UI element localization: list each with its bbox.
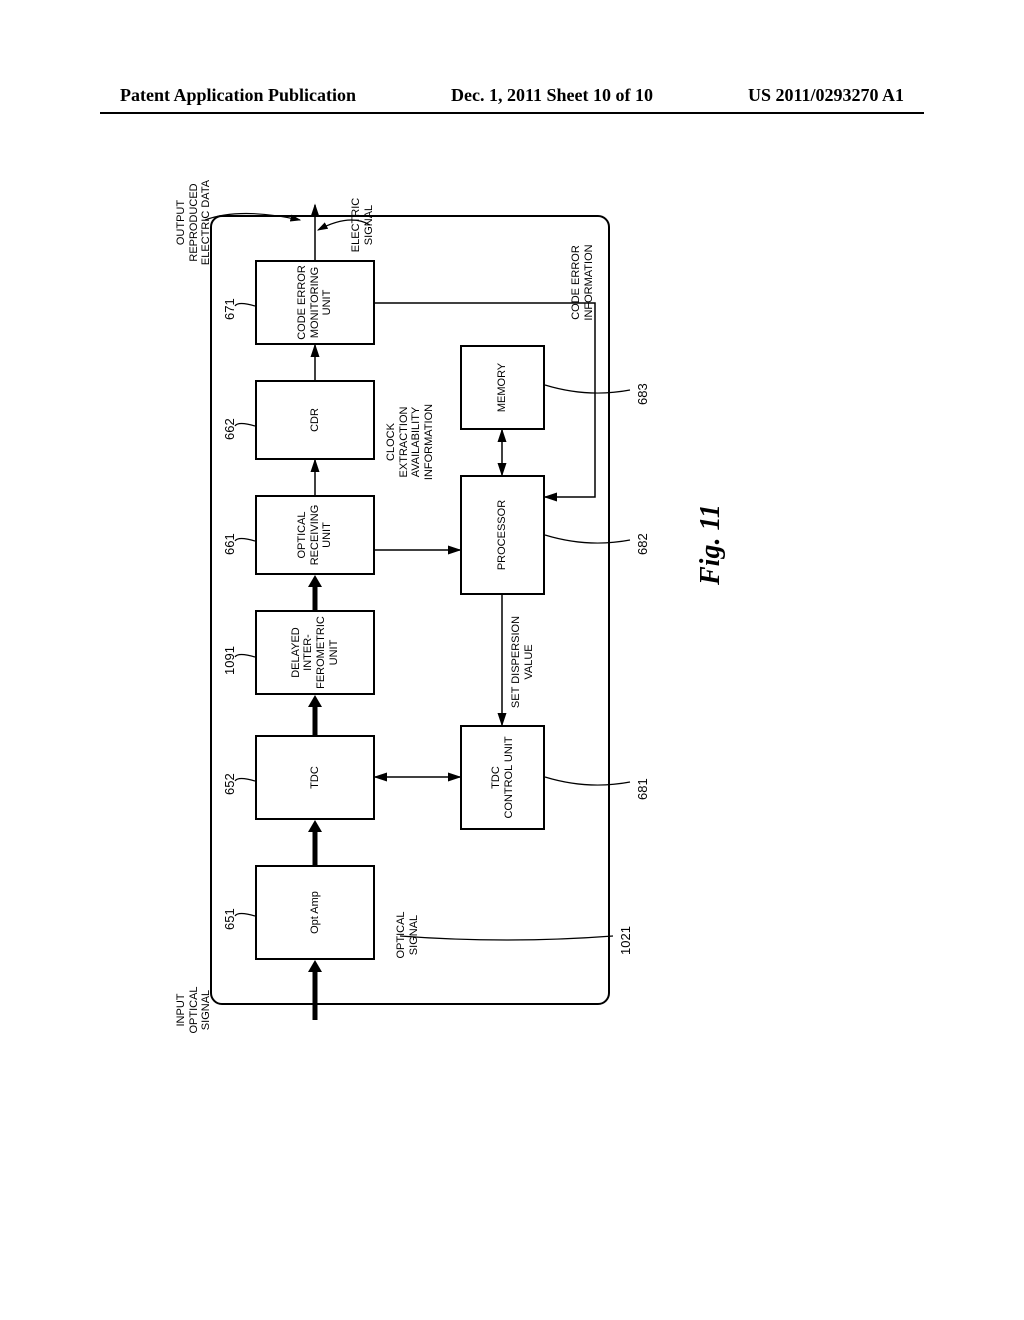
ref-683: 683 (635, 383, 650, 405)
diagram: Opt AmpTDCDELAYEDINTER-FEROMETRICUNITOPT… (0, 290, 890, 930)
header-left: Patent Application Publication (120, 85, 356, 106)
ref-671: 671 (222, 298, 237, 320)
label-4: CLOCKEXTRACTIONAVAILABILITYINFORMATION (385, 397, 436, 487)
page-header: Patent Application Publication Dec. 1, 2… (0, 85, 1024, 106)
ref-681: 681 (635, 778, 650, 800)
node-proc: PROCESSOR (460, 475, 545, 595)
header-center: Dec. 1, 2011 Sheet 10 of 10 (451, 85, 653, 106)
node-cdr: CDR (255, 380, 375, 460)
ref-682: 682 (635, 533, 650, 555)
ref-1021: 1021 (618, 926, 633, 955)
figure-label: Fig. 11 (695, 504, 727, 585)
label-3: SET DISPERSIONVALUE (510, 607, 535, 717)
ref-661: 661 (222, 533, 237, 555)
node-tdcctrl: TDCCONTROL UNIT (460, 725, 545, 830)
node-mem: MEMORY (460, 345, 545, 430)
ref-652: 652 (222, 773, 237, 795)
label-1: OUTPUTREPRODUCEDELECTRIC DATA (175, 175, 213, 270)
node-delayif: DELAYEDINTER-FEROMETRICUNIT (255, 610, 375, 695)
node-errmon: CODE ERRORMONITORINGUNIT (255, 260, 375, 345)
header-rule (100, 112, 924, 114)
ref-1091: 1091 (222, 646, 237, 675)
node-tdc: TDC (255, 735, 375, 820)
label-5: ELECTRICSIGNAL (350, 195, 375, 255)
header-right: US 2011/0293270 A1 (748, 85, 904, 106)
node-optrx: OPTICALRECEIVINGUNIT (255, 495, 375, 575)
ref-651: 651 (222, 908, 237, 930)
label-0: INPUTOPTICALSIGNAL (175, 980, 213, 1040)
label-2: OPTICALSIGNAL (395, 905, 420, 965)
ref-662: 662 (222, 418, 237, 440)
label-6: CODE ERRORINFORMATION (570, 235, 595, 330)
node-optamp: Opt Amp (255, 865, 375, 960)
